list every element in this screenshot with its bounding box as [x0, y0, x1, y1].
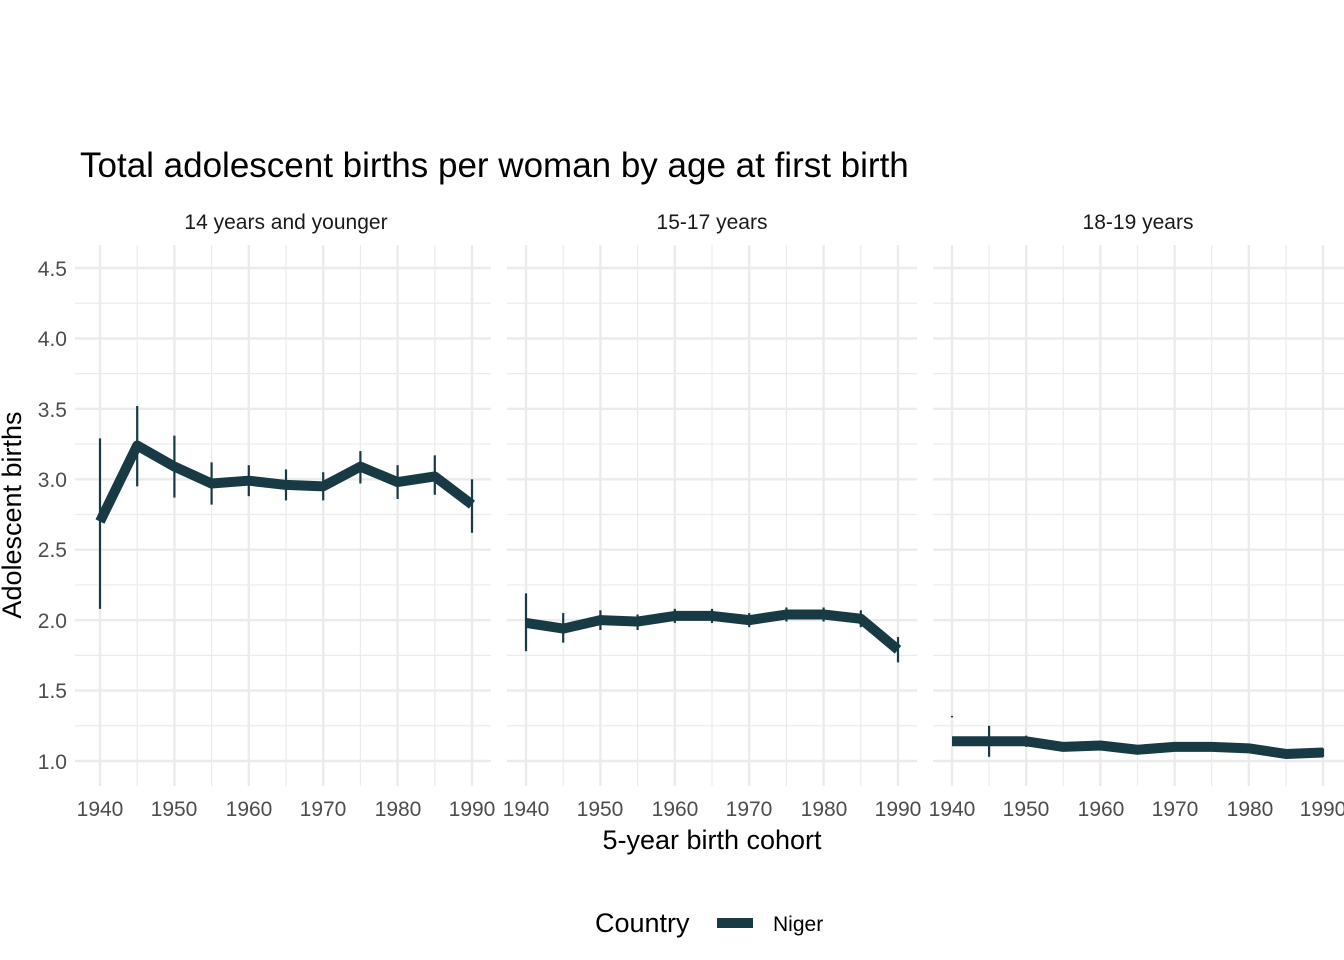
- y-tick-labels: 1.0 1.5 2.0 2.5 3.0 3.5 4.0 4.5: [38, 258, 67, 774]
- facet-plot-3: [933, 245, 1344, 786]
- x-tick-label: 1940: [77, 798, 124, 821]
- y-tick-label: 2.0: [38, 610, 67, 633]
- plot-layer: [75, 245, 1344, 786]
- x-tick-label: 1990: [875, 798, 922, 821]
- x-tick-label: 1950: [151, 798, 198, 821]
- x-tick-label: 1990: [1300, 798, 1344, 821]
- x-tick-label: 1950: [577, 798, 624, 821]
- y-tick-label: 3.0: [38, 469, 67, 492]
- y-tick-label: 1.0: [38, 751, 67, 774]
- y-tick-label: 4.0: [38, 328, 67, 351]
- x-tick-label: 1960: [1078, 798, 1125, 821]
- facet-plot-2: [507, 245, 917, 786]
- y-tick-label: 2.5: [38, 539, 67, 562]
- facet-panel-2: 15-17 years: [657, 211, 768, 234]
- facet-plot-1: [75, 245, 491, 786]
- facet-strip-label-1: 14 years and younger: [184, 211, 387, 234]
- x-tick-label: 1950: [1003, 798, 1050, 821]
- facet-panel-1: 14 years and younger: [184, 211, 387, 234]
- facet-panels: 14 years and younger 15-17 years 18-19 y…: [184, 211, 1193, 234]
- x-tick-label: 1960: [226, 798, 273, 821]
- facet-panel-3: 18-19 years: [1083, 211, 1194, 234]
- x-tick-label: 1980: [801, 798, 848, 821]
- x-tick-label: 1990: [449, 798, 496, 821]
- legend: Country Niger: [595, 908, 823, 938]
- facet-strip-label-3: 18-19 years: [1083, 211, 1194, 234]
- x-tick-label: 1970: [300, 798, 347, 821]
- x-tick-label: 1940: [503, 798, 550, 821]
- x-axis-title: 5-year birth cohort: [602, 825, 822, 855]
- facet-strip-label-2: 15-17 years: [657, 211, 768, 234]
- chart-title: Total adolescent births per woman by age…: [80, 146, 909, 185]
- legend-title: Country: [595, 908, 690, 938]
- x-tick-labels: 1940 1950 1960 1970 1980 1990 1940 1950 …: [77, 798, 1344, 821]
- x-tick-label: 1980: [375, 798, 422, 821]
- y-tick-label: 3.5: [38, 399, 67, 422]
- x-tick-label: 1970: [1152, 798, 1199, 821]
- x-tick-label: 1960: [652, 798, 699, 821]
- series-line-niger: [95, 440, 476, 524]
- legend-label-niger: Niger: [773, 913, 823, 936]
- y-axis-title: Adolescent births: [0, 411, 27, 618]
- x-tick-label: 1980: [1227, 798, 1274, 821]
- series-line-niger: [952, 736, 1324, 759]
- y-tick-label: 4.5: [38, 258, 67, 281]
- x-tick-label: 1970: [726, 798, 773, 821]
- x-tick-label: 1940: [929, 798, 976, 821]
- series-line-niger: [525, 609, 902, 654]
- y-tick-label: 1.5: [38, 680, 67, 703]
